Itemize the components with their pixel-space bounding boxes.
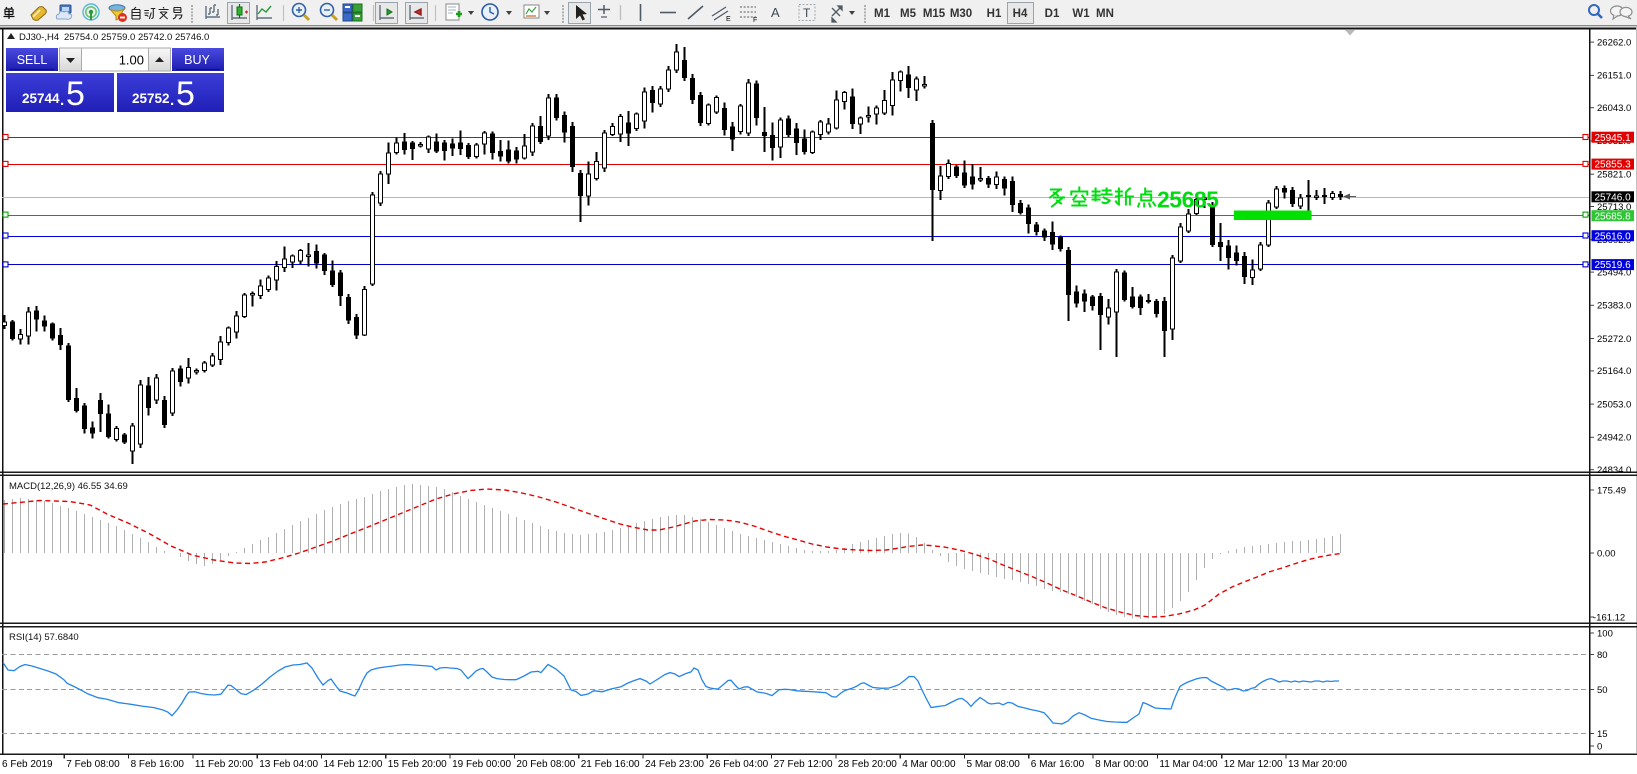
svg-text:175.49: 175.49 — [1597, 486, 1626, 497]
svg-text:8 Mar 00:00: 8 Mar 00:00 — [1095, 759, 1149, 770]
svg-text:25272.0: 25272.0 — [1597, 334, 1631, 345]
svg-text:1.00: 1.00 — [119, 53, 144, 68]
svg-text:25713.0: 25713.0 — [1597, 202, 1631, 213]
svg-text:25754.0 25759.0 25742.0 257: 25754.0 25759.0 25742.0 25746.0 — [64, 32, 209, 43]
svg-text:15 Feb 20:00: 15 Feb 20:00 — [388, 759, 447, 770]
svg-text:11 Feb 20:00: 11 Feb 20:00 — [195, 759, 254, 770]
svg-text:25752: 25752 — [132, 91, 170, 106]
svg-text:D1: D1 — [1045, 8, 1060, 20]
svg-text:M15: M15 — [923, 8, 946, 20]
svg-text:25945.1: 25945.1 — [1595, 133, 1632, 144]
svg-text:MN: MN — [1096, 8, 1114, 20]
svg-text:M30: M30 — [950, 8, 972, 20]
svg-text:25164.0: 25164.0 — [1597, 366, 1631, 377]
svg-text:26262.0: 26262.0 — [1597, 37, 1631, 48]
svg-text:25494.0: 25494.0 — [1597, 267, 1631, 278]
svg-text:100: 100 — [1597, 628, 1613, 639]
svg-text:24 Feb 23:00: 24 Feb 23:00 — [645, 759, 704, 770]
svg-text:25685: 25685 — [1157, 187, 1219, 213]
svg-text:E: E — [726, 16, 731, 23]
svg-text:6 Feb 2019: 6 Feb 2019 — [2, 759, 53, 770]
svg-text:25519.6: 25519.6 — [1595, 260, 1632, 271]
svg-text:5 Mar 08:00: 5 Mar 08:00 — [967, 759, 1021, 770]
svg-text:25616.0: 25616.0 — [1595, 231, 1632, 242]
svg-text:0.00: 0.00 — [1597, 549, 1616, 560]
svg-text:27 Feb 12:00: 27 Feb 12:00 — [774, 759, 833, 770]
svg-text:21 Feb 16:00: 21 Feb 16:00 — [581, 759, 640, 770]
svg-text:T: T — [803, 6, 811, 20]
svg-text:24834.0: 24834.0 — [1597, 465, 1631, 476]
svg-text:DJ30-,H4: DJ30-,H4 — [19, 32, 59, 43]
svg-text:15: 15 — [1597, 729, 1608, 740]
svg-text:8 Feb 16:00: 8 Feb 16:00 — [131, 759, 185, 770]
svg-text:80: 80 — [1597, 650, 1608, 661]
svg-text:5: 5 — [66, 75, 85, 113]
svg-text:-161.12: -161.12 — [1593, 613, 1625, 624]
svg-text:.: . — [170, 92, 174, 109]
svg-text:11 Mar 04:00: 11 Mar 04:00 — [1159, 759, 1218, 770]
svg-text:A: A — [771, 5, 780, 20]
svg-text:5: 5 — [176, 75, 195, 113]
svg-text:26151.0: 26151.0 — [1597, 71, 1631, 82]
svg-text:19 Feb 00:00: 19 Feb 00:00 — [452, 759, 511, 770]
svg-text:0: 0 — [1597, 741, 1602, 752]
svg-text:H1: H1 — [987, 8, 1002, 20]
svg-text:M5: M5 — [900, 8, 917, 20]
svg-text:F: F — [753, 17, 757, 24]
svg-text:M1: M1 — [874, 8, 891, 20]
svg-text:H4: H4 — [1013, 8, 1028, 20]
svg-text:13 Feb 04:00: 13 Feb 04:00 — [259, 759, 318, 770]
svg-text:6 Mar 16:00: 6 Mar 16:00 — [1031, 759, 1085, 770]
svg-text:25746.0: 25746.0 — [1595, 192, 1632, 203]
svg-text:RSI(14) 57.6840: RSI(14) 57.6840 — [9, 632, 79, 643]
svg-text:50: 50 — [1597, 685, 1608, 696]
svg-text:25821.0: 25821.0 — [1597, 170, 1631, 181]
svg-text:12 Mar 12:00: 12 Mar 12:00 — [1224, 759, 1283, 770]
svg-text:14 Feb 12:00: 14 Feb 12:00 — [324, 759, 383, 770]
svg-text:.: . — [60, 92, 64, 109]
svg-text:BUY: BUY — [184, 53, 210, 67]
svg-text:28 Feb 20:00: 28 Feb 20:00 — [838, 759, 897, 770]
svg-text:7 Feb 08:00: 7 Feb 08:00 — [66, 759, 120, 770]
svg-text:W1: W1 — [1072, 8, 1090, 20]
svg-text:26043.0: 26043.0 — [1597, 103, 1631, 114]
svg-text:25855.3: 25855.3 — [1595, 160, 1632, 171]
svg-text:MACD(12,26,9) 46.55 34.69: MACD(12,26,9) 46.55 34.69 — [9, 481, 128, 492]
svg-text:4 Mar 00:00: 4 Mar 00:00 — [902, 759, 956, 770]
svg-text:25383.0: 25383.0 — [1597, 301, 1631, 312]
svg-text:25685.8: 25685.8 — [1595, 211, 1632, 222]
svg-text:13 Mar 20:00: 13 Mar 20:00 — [1288, 759, 1347, 770]
svg-text:25053.0: 25053.0 — [1597, 399, 1631, 410]
svg-text:26 Feb 04:00: 26 Feb 04:00 — [709, 759, 768, 770]
svg-text:20 Feb 08:00: 20 Feb 08:00 — [516, 759, 575, 770]
svg-text:24942.0: 24942.0 — [1597, 433, 1631, 444]
svg-text:SELL: SELL — [17, 53, 48, 67]
svg-text:25744: 25744 — [22, 91, 60, 106]
